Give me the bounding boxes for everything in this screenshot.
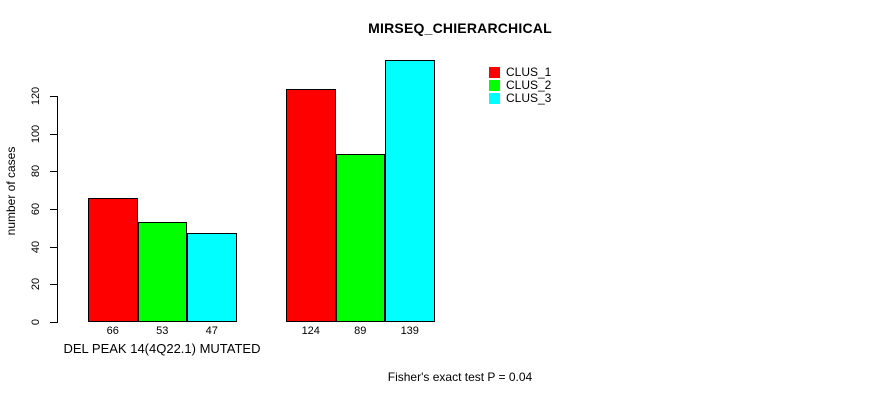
y-tick-label: 40 [30,240,42,253]
y-tick-label: 100 [30,124,42,143]
legend-swatch-icon [489,79,500,91]
y-axis-tick [50,209,57,211]
x-axis-category-label: DEL PEAK 14(4Q22.1) MUTATED [63,341,261,356]
y-axis-tick [50,96,57,98]
bar-value-label: 47 [205,325,218,337]
y-axis-tick [50,284,57,286]
legend-item-clus_1: CLUS_1 [489,65,552,79]
y-tick-label: 0 [30,318,42,326]
y-tick-label: 60 [30,202,42,216]
bar-clus_1-group2 [286,88,336,322]
y-axis-tick [50,133,57,135]
bar-clus_3-group1 [187,233,237,322]
bar-clus_3-group2 [385,60,435,322]
y-tick-label: 80 [30,165,42,178]
y-axis-tick [50,246,57,248]
footer-note: Fisher's exact test P = 0.04 [387,370,533,384]
legend-label: CLUS_3 [506,91,552,105]
y-axis-tick [50,322,57,323]
bar-clus_2-group2 [335,154,385,322]
y-axis-line [57,96,58,323]
y-tick-label: 20 [30,278,42,291]
legend-swatch-icon [489,92,500,104]
bar-value-label: 53 [156,325,169,337]
legend-item-clus_2: CLUS_2 [489,78,552,92]
legend-item-clus_3: CLUS_3 [489,91,552,105]
bar-value-label: 139 [400,325,419,337]
legend-label: CLUS_1 [506,65,552,79]
bar-clus_1-group1 [88,197,138,322]
legend-swatch-icon [489,66,500,78]
legend-label: CLUS_2 [506,78,552,92]
chart-title: MIRSEQ_CHIERARCHICAL [368,20,552,36]
y-axis-title-text: number of cases [4,146,18,236]
bar-clus_2-group1 [137,222,187,322]
y-axis-tick [50,171,57,173]
bar-value-label: 66 [106,325,119,337]
bar-value-label: 89 [354,325,367,337]
bar-value-label: 124 [301,325,320,337]
y-tick-label: 120 [30,86,42,106]
